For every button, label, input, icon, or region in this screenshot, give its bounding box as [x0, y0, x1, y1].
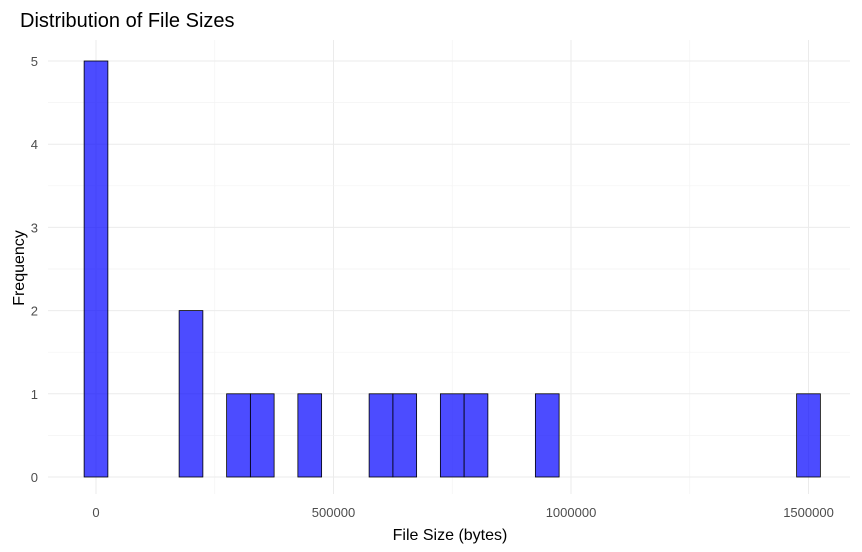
- y-tick-labels: 0 1 2 3 4 5: [31, 54, 38, 485]
- y-tick-label: 4: [31, 137, 38, 152]
- histogram-bar: [368, 393, 394, 478]
- x-tick-label: 0: [92, 505, 99, 520]
- histogram-bar: [463, 393, 489, 478]
- y-tick-label: 2: [31, 304, 38, 319]
- grid-lines: [48, 40, 850, 494]
- histogram-bar: [83, 60, 109, 478]
- y-tick-label: 5: [31, 54, 38, 69]
- x-tick-label: 500000: [312, 505, 355, 520]
- x-tick-label: 1000000: [546, 505, 597, 520]
- histogram-bars: [83, 60, 821, 478]
- histogram-bar: [796, 393, 821, 478]
- x-axis-title: File Size (bytes): [393, 527, 508, 544]
- x-tick-labels: 0 500000 1000000 1500000: [92, 505, 833, 520]
- histogram-bar: [534, 393, 560, 478]
- y-tick-label: 0: [31, 470, 38, 485]
- y-tick-label: 1: [31, 387, 38, 402]
- histogram-bar: [297, 393, 323, 478]
- x-tick-label: 1500000: [783, 505, 834, 520]
- histogram-bar: [226, 393, 251, 478]
- histogram-bar: [439, 393, 465, 478]
- y-tick-label: 3: [31, 220, 38, 235]
- y-axis-title: Frequency: [11, 230, 28, 306]
- histogram-bar: [249, 393, 275, 478]
- histogram-bar: [392, 393, 418, 478]
- chart-title: Distribution of File Sizes: [20, 10, 235, 32]
- histogram-bar: [178, 310, 204, 478]
